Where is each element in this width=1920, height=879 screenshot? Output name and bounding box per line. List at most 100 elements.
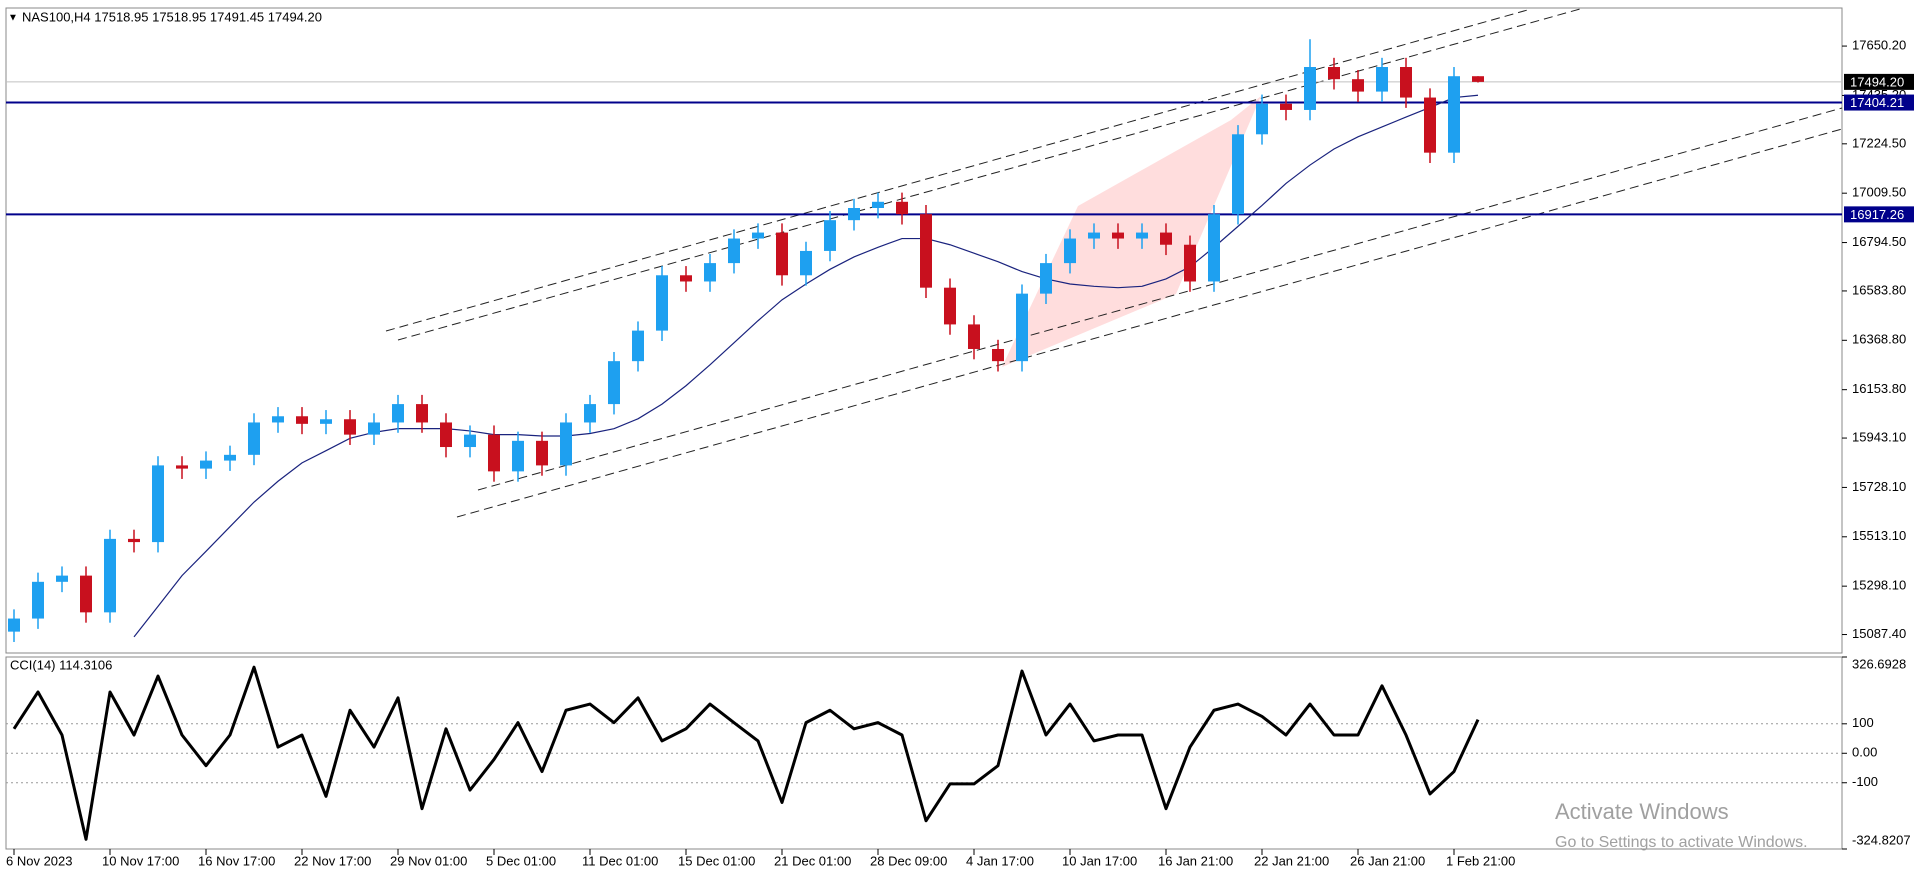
price-label: 17494.20 (1850, 74, 1904, 89)
candle-body (272, 416, 284, 423)
price-label: 17404.21 (1850, 95, 1904, 110)
candle-body (584, 404, 596, 423)
candle-body (704, 263, 716, 282)
y-tick-label: -100 (1852, 774, 1878, 789)
candle-body (896, 201, 908, 215)
y-tick-label: 16794.50 (1852, 234, 1906, 249)
x-tick-label: 15 Dec 01:00 (678, 853, 755, 868)
candle-body (512, 440, 524, 472)
y-tick-label: 326.6928 (1852, 656, 1906, 671)
candle-body (632, 330, 644, 362)
candle-body (1112, 232, 1124, 239)
y-tick-label: 15298.10 (1852, 578, 1906, 593)
candle-body (920, 214, 932, 288)
main-panel (5, 7, 1843, 654)
candle-body (1448, 76, 1460, 153)
trend-line (385, 8, 1532, 332)
watermark-subtitle: Go to Settings to activate Windows. (1555, 834, 1808, 851)
y-tick-label: 15087.40 (1852, 626, 1906, 641)
candle-body (728, 238, 740, 264)
candle-body (1376, 67, 1388, 92)
y-tick-label: 17650.20 (1852, 38, 1906, 53)
candle-body (464, 434, 476, 448)
x-tick-label: 11 Dec 01:00 (582, 853, 658, 868)
candle-body (608, 361, 620, 405)
x-tick-label: 1 Feb 21:00 (1446, 853, 1515, 868)
y-tick-label: -324.8207 (1852, 832, 1911, 847)
candle-body (200, 460, 212, 469)
trend-line (397, 8, 1581, 341)
candle-body (776, 232, 788, 276)
candle-body (1040, 263, 1052, 294)
candle-body (1208, 214, 1220, 282)
y-tick-label: 16368.80 (1852, 332, 1906, 347)
candle-body (368, 422, 380, 435)
x-tick-label: 5 Dec 01:00 (486, 853, 556, 868)
y-tick-label: 16153.80 (1852, 381, 1906, 396)
triangle-pattern (1002, 96, 1261, 367)
trend-line (477, 107, 1843, 491)
candle-body (1016, 293, 1028, 362)
candle-body (1184, 244, 1196, 282)
candle-body (56, 575, 68, 582)
candle-body (1280, 103, 1292, 110)
y-tick-label: 15513.10 (1852, 528, 1906, 543)
candle-body (1304, 67, 1316, 110)
candle-body (944, 287, 956, 325)
price-label-box (1844, 73, 1914, 90)
x-tick-label: 6 Nov 2023 (6, 853, 73, 868)
candle-body (1424, 97, 1436, 153)
candle-body (872, 201, 884, 208)
cci-line (12, 665, 1480, 841)
candle-body (248, 422, 260, 455)
candle-body (680, 275, 692, 282)
candle-body (416, 404, 428, 423)
y-tick-label: 15728.10 (1852, 479, 1906, 494)
trend-line (456, 128, 1843, 518)
candle-body (1256, 103, 1268, 135)
watermark-title: Activate Windows (1555, 799, 1729, 824)
menu-arrow[interactable]: ▼ (8, 13, 18, 24)
candle-body (968, 324, 980, 349)
candle-body (152, 465, 164, 543)
candle-body (848, 207, 860, 221)
x-tick-label: 22 Nov 17:00 (294, 853, 371, 868)
candle-body (1328, 67, 1340, 80)
candle-body (824, 220, 836, 251)
candle-body (1088, 232, 1100, 239)
y-tick-label: 100 (1852, 715, 1874, 730)
chart-title: NAS100,H4 17518.95 17518.95 17491.45 174… (22, 9, 322, 24)
indicator-title: CCI(14) 114.3106 (10, 657, 112, 672)
candle-body (1472, 76, 1484, 82)
candle-body (992, 348, 1004, 362)
x-tick-label: 21 Dec 01:00 (774, 853, 851, 868)
candle-body (1400, 67, 1412, 98)
price-label-box (1844, 206, 1914, 223)
candle-body (1064, 238, 1076, 264)
x-tick-label: 10 Nov 17:00 (102, 853, 179, 868)
x-tick-label: 28 Dec 09:00 (870, 853, 947, 868)
x-tick-label: 22 Jan 21:00 (1254, 853, 1329, 868)
candle-body (296, 416, 308, 424)
y-tick-label: 15943.10 (1852, 429, 1906, 444)
candle-body (80, 575, 92, 613)
candle-body (560, 422, 572, 466)
x-tick-label: 10 Jan 17:00 (1062, 853, 1137, 868)
candle-body (440, 422, 452, 448)
candle-body (176, 465, 188, 469)
y-tick-label: 0.00 (1852, 745, 1877, 760)
candle-body (752, 232, 764, 239)
candle-body (104, 538, 116, 613)
candle-body (536, 440, 548, 466)
y-tick-label: 17009.50 (1852, 185, 1906, 200)
x-tick-label: 16 Jan 21:00 (1158, 853, 1233, 868)
candle-body (488, 434, 500, 472)
candle-body (32, 581, 44, 619)
candle-body (1160, 232, 1172, 245)
candle-body (1232, 134, 1244, 215)
trend-channel (385, 8, 1843, 518)
candle-body (392, 404, 404, 423)
candle-body (8, 618, 20, 632)
